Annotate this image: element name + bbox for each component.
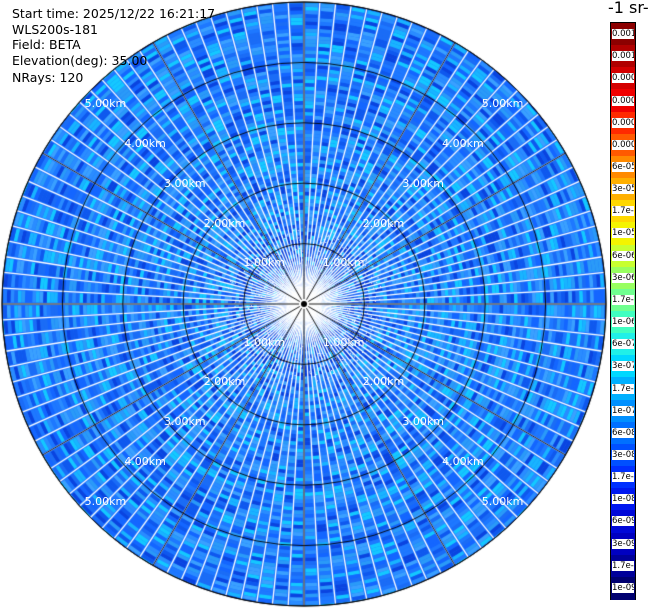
- range-ring-label: 5.00km: [84, 97, 127, 111]
- colorbar-tick-label: 6e-09: [612, 516, 634, 527]
- range-ring-label: 1.00km: [322, 335, 365, 349]
- colorbar-tick-label: 3e-08: [612, 450, 634, 460]
- range-ring-label: 2.00km: [203, 216, 246, 230]
- colorbar-tick-label: 0.00017: [612, 117, 634, 128]
- colorbar-tick-label: 3e-05: [612, 184, 634, 195]
- range-ring-label: 3.00km: [164, 415, 206, 429]
- colorbar-tick-label: 3e-07: [612, 361, 634, 372]
- colorbar-tick-label: 1e-09: [612, 582, 634, 593]
- range-ring-label: 3.00km: [402, 176, 444, 190]
- range-ring-label: 1.00km: [322, 256, 365, 270]
- colorbar-tick-label: 0.001: [612, 51, 634, 62]
- range-ring-label: 2.00km: [203, 375, 246, 389]
- colorbar-tick-label: 0.0001: [612, 139, 634, 150]
- colorbar-tick-label: 1.7e-05: [612, 206, 634, 217]
- range-ring-label: 2.00km: [362, 216, 405, 230]
- field-text: Field: BETA: [12, 37, 81, 52]
- range-ring-label: 5.00km: [481, 494, 524, 508]
- range-ring-label: 2.00km: [362, 375, 405, 389]
- start-time-text: Start time: 2025/12/22 16:21:17: [12, 6, 216, 21]
- range-ring-label: 4.00km: [442, 454, 484, 468]
- colorbar-tick-label: 3e-09: [612, 538, 634, 549]
- range-ring-label: 4.00km: [124, 454, 166, 468]
- nrays-text: NRays: 120: [12, 70, 84, 85]
- colorbar-tick-label: 1e-06: [612, 317, 634, 328]
- range-ring-label: 5.00km: [84, 494, 127, 508]
- colorbar-tick-label: 6e-06: [612, 250, 634, 261]
- device-text: WLS200s-181: [12, 22, 98, 37]
- range-ring-label: 3.00km: [402, 415, 444, 429]
- colorbar-tick-label: 0.0003: [612, 95, 634, 106]
- range-ring-label: 1.00km: [243, 335, 286, 349]
- colorbar-tick-label: 1.7e-06: [612, 294, 634, 305]
- range-ring-label: 4.00km: [124, 137, 166, 151]
- colorbar-tick-label: 1.7e-07: [612, 383, 634, 394]
- colorbar-tick-label: 1e-05: [612, 228, 634, 239]
- colorbar-tick-label: 1e-08: [612, 494, 634, 505]
- colorbar-tick-label: 6e-08: [612, 427, 634, 438]
- colorbar-tick-label: 1.7e-08: [612, 472, 634, 483]
- colorbar-tick-label: 1.7e-09: [612, 560, 634, 571]
- colorbar-tick-label: 0.0017: [612, 29, 634, 40]
- colorbar-title: -1 sr-: [608, 0, 649, 17]
- range-ring-label: 3.00km: [164, 176, 206, 190]
- range-ring-label: 1.00km: [243, 256, 286, 270]
- range-ring-label: 4.00km: [442, 137, 484, 151]
- ppi-scan-plot: [0, 0, 610, 610]
- elevation-text: Elevation(deg): 35.00: [12, 53, 148, 68]
- colorbar-tick-label: 1e-07: [612, 405, 634, 416]
- colorbar-tick-label: 6e-07: [612, 339, 634, 350]
- colorbar-tick-label: 6e-05: [612, 162, 634, 172]
- range-ring-label: 5.00km: [481, 97, 524, 111]
- colorbar-tick-label: 3e-06: [612, 272, 634, 283]
